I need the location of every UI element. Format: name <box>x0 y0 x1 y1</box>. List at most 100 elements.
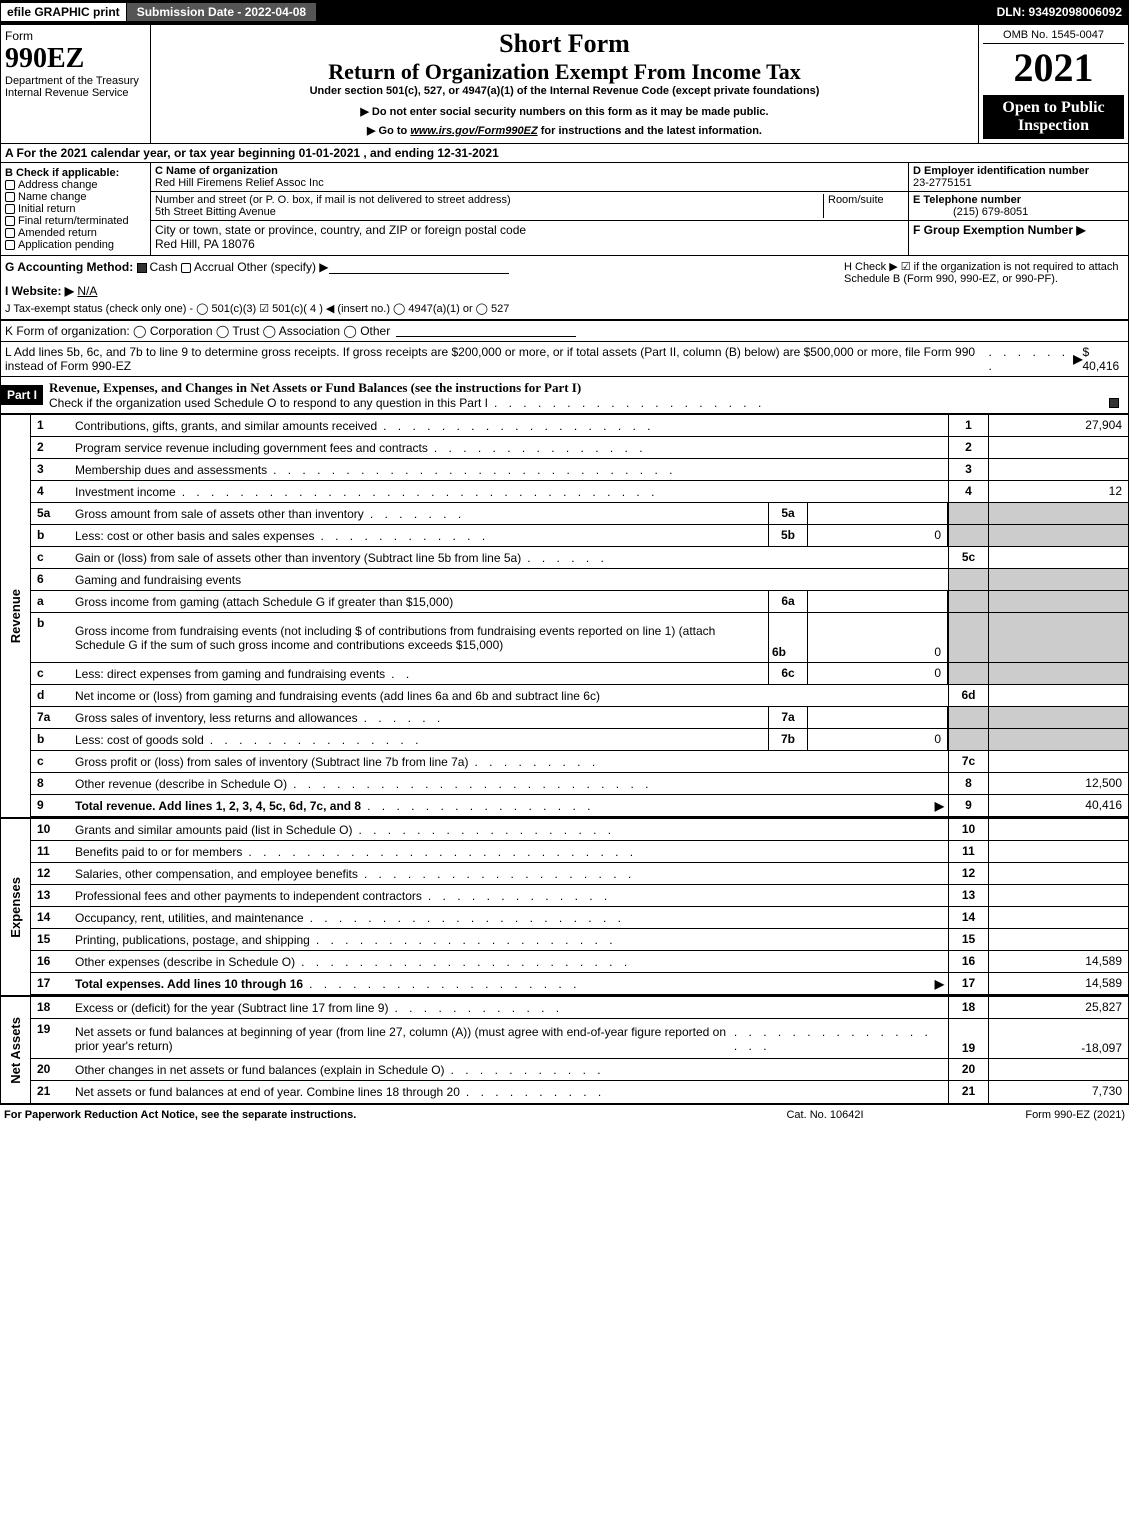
line-11: 11Benefits paid to or for members. . . .… <box>31 841 1128 863</box>
cash-label: Cash <box>150 260 178 274</box>
line-1: 1Contributions, gifts, grants, and simil… <box>31 415 1128 437</box>
line-12: 12Salaries, other compensation, and empl… <box>31 863 1128 885</box>
instr2-post: for instructions and the latest informat… <box>538 125 762 137</box>
ein-cell: D Employer identification number 23-2775… <box>909 163 1128 192</box>
side-netassets: Net Assets <box>1 997 31 1103</box>
form-label: Form <box>5 29 146 43</box>
opt-amended[interactable]: Amended return <box>5 227 146 239</box>
line-7b: bLess: cost of goods sold. . . . . . . .… <box>31 729 1128 751</box>
part1-checkbox[interactable] <box>1109 398 1119 408</box>
instr-no-ssn: ▶ Do not enter social security numbers o… <box>155 105 974 118</box>
line-9: 9Total revenue. Add lines 1, 2, 3, 4, 5c… <box>31 795 1128 817</box>
part1-check-note: Check if the organization used Schedule … <box>49 396 488 410</box>
return-title: Return of Organization Exempt From Incom… <box>155 59 974 85</box>
section-h: H Check ▶ ☑ if the organization is not r… <box>844 260 1124 315</box>
part1-table: Revenue 1Contributions, gifts, grants, a… <box>1 414 1128 1103</box>
line-18: 18Excess or (deficit) for the year (Subt… <box>31 997 1128 1019</box>
short-form-title: Short Form <box>155 29 974 59</box>
part1-title: Revenue, Expenses, and Changes in Net As… <box>49 380 1122 396</box>
opt-name-change[interactable]: Name change <box>5 191 146 203</box>
e-label: E Telephone number <box>913 194 1021 206</box>
city-label: City or town, state or province, country… <box>155 223 526 237</box>
room-label: Room/suite <box>824 194 904 218</box>
accrual-checkbox[interactable] <box>181 263 191 273</box>
footer-center: Cat. No. 10642I <box>725 1109 925 1121</box>
form-container: Form 990EZ Department of the Treasury In… <box>0 24 1129 1104</box>
opt-pending[interactable]: Application pending <box>5 239 146 251</box>
dept-irs: Internal Revenue Service <box>5 87 146 99</box>
tel-value: (215) 679-8051 <box>913 206 1028 218</box>
l-arrow: ▶ <box>1073 352 1082 366</box>
irs-link[interactable]: www.irs.gov/Form990EZ <box>410 125 537 137</box>
f-label: F Group Exemption Number ▶ <box>913 223 1086 237</box>
opt-initial-return[interactable]: Initial return <box>5 203 146 215</box>
city-value: Red Hill, PA 18076 <box>155 237 255 251</box>
info-grid: B Check if applicable: Address change Na… <box>1 163 1128 256</box>
dln: DLN: 93492098006092 <box>997 5 1128 19</box>
i-label: I Website: ▶ <box>5 284 74 298</box>
line-8: 8Other revenue (describe in Schedule O).… <box>31 773 1128 795</box>
other-blank <box>329 262 509 274</box>
addr-cell: Number and street (or P. O. box, if mail… <box>151 192 908 221</box>
line-7c: cGross profit or (loss) from sales of in… <box>31 751 1128 773</box>
line-6a: aGross income from gaming (attach Schedu… <box>31 591 1128 613</box>
cash-checkbox[interactable] <box>137 263 147 273</box>
footer: For Paperwork Reduction Act Notice, see … <box>0 1104 1129 1125</box>
line-16: 16Other expenses (describe in Schedule O… <box>31 951 1128 973</box>
k-blank <box>396 325 576 337</box>
section-d: D Employer identification number 23-2775… <box>908 163 1128 255</box>
line-10: 10Grants and similar amounts paid (list … <box>31 819 1128 841</box>
section-l: L Add lines 5b, 6c, and 7b to line 9 to … <box>1 342 1128 377</box>
website-value: N/A <box>77 284 97 298</box>
line-5b: bLess: cost or other basis and sales exp… <box>31 525 1128 547</box>
line-20: 20Other changes in net assets or fund ba… <box>31 1059 1128 1081</box>
line-4: 4Investment income. . . . . . . . . . . … <box>31 481 1128 503</box>
line-6: 6Gaming and fundraising events <box>31 569 1128 591</box>
subtitle: Under section 501(c), 527, or 4947(a)(1)… <box>155 85 974 97</box>
part1-label: Part I <box>1 385 43 405</box>
opt-final-return[interactable]: Final return/terminated <box>5 215 146 227</box>
line-13: 13Professional fees and other payments t… <box>31 885 1128 907</box>
section-gh: G Accounting Method: Cash Accrual Other … <box>1 256 1128 320</box>
line-14: 14Occupancy, rent, utilities, and mainte… <box>31 907 1128 929</box>
l-dots: . . . . . . . <box>988 345 1073 373</box>
omb-number: OMB No. 1545-0047 <box>983 29 1124 44</box>
section-a-text: A For the 2021 calendar year, or tax yea… <box>5 146 499 160</box>
part1-dots: . . . . . . . . . . . . . . . . . . . <box>494 396 765 410</box>
efile-print[interactable]: efile GRAPHIC print <box>1 3 126 21</box>
form-number: 990EZ <box>5 43 146 75</box>
g-label: G Accounting Method: <box>5 260 133 274</box>
line-7a: 7aGross sales of inventory, less returns… <box>31 707 1128 729</box>
line-6c: cLess: direct expenses from gaming and f… <box>31 663 1128 685</box>
line-21: 21Net assets or fund balances at end of … <box>31 1081 1128 1103</box>
accrual-label: Accrual <box>194 260 234 274</box>
ein-value: 23-2775151 <box>913 177 972 189</box>
line-6d: dNet income or (loss) from gaming and fu… <box>31 685 1128 707</box>
section-g: G Accounting Method: Cash Accrual Other … <box>5 260 844 315</box>
line-5c: cGain or (loss) from sale of assets othe… <box>31 547 1128 569</box>
line-15: 15Printing, publications, postage, and s… <box>31 929 1128 951</box>
section-j: J Tax-exempt status (check only one) - ◯… <box>5 302 844 315</box>
header-left: Form 990EZ Department of the Treasury In… <box>1 25 151 143</box>
k-text: K Form of organization: ◯ Corporation ◯ … <box>5 324 390 338</box>
top-bar: efile GRAPHIC print Submission Date - 20… <box>0 0 1129 24</box>
submission-date: Submission Date - 2022-04-08 <box>126 2 317 22</box>
opt-address-change[interactable]: Address change <box>5 179 146 191</box>
line-2: 2Program service revenue including gover… <box>31 437 1128 459</box>
efile-label: efile GRAPHIC print <box>7 5 120 19</box>
line-3: 3Membership dues and assessments. . . . … <box>31 459 1128 481</box>
line-17: 17Total expenses. Add lines 10 through 1… <box>31 973 1128 995</box>
instr2-pre: ▶ Go to <box>367 125 410 137</box>
header-right: OMB No. 1545-0047 2021 Open to Public In… <box>978 25 1128 143</box>
l-text: L Add lines 5b, 6c, and 7b to line 9 to … <box>5 345 982 373</box>
line-6b: bGross income from fundraising events (n… <box>31 613 1128 663</box>
section-b: B Check if applicable: Address change Na… <box>1 163 151 255</box>
section-a: A For the 2021 calendar year, or tax yea… <box>1 144 1128 163</box>
part1-header-row: Part I Revenue, Expenses, and Changes in… <box>1 377 1128 414</box>
org-name-cell: C Name of organization Red Hill Firemens… <box>151 163 908 192</box>
l-amount: $ 40,416 <box>1082 345 1124 373</box>
tax-year: 2021 <box>983 44 1124 91</box>
group-cell: F Group Exemption Number ▶ <box>909 221 1128 239</box>
line-5a: 5aGross amount from sale of assets other… <box>31 503 1128 525</box>
footer-left: For Paperwork Reduction Act Notice, see … <box>4 1109 725 1121</box>
